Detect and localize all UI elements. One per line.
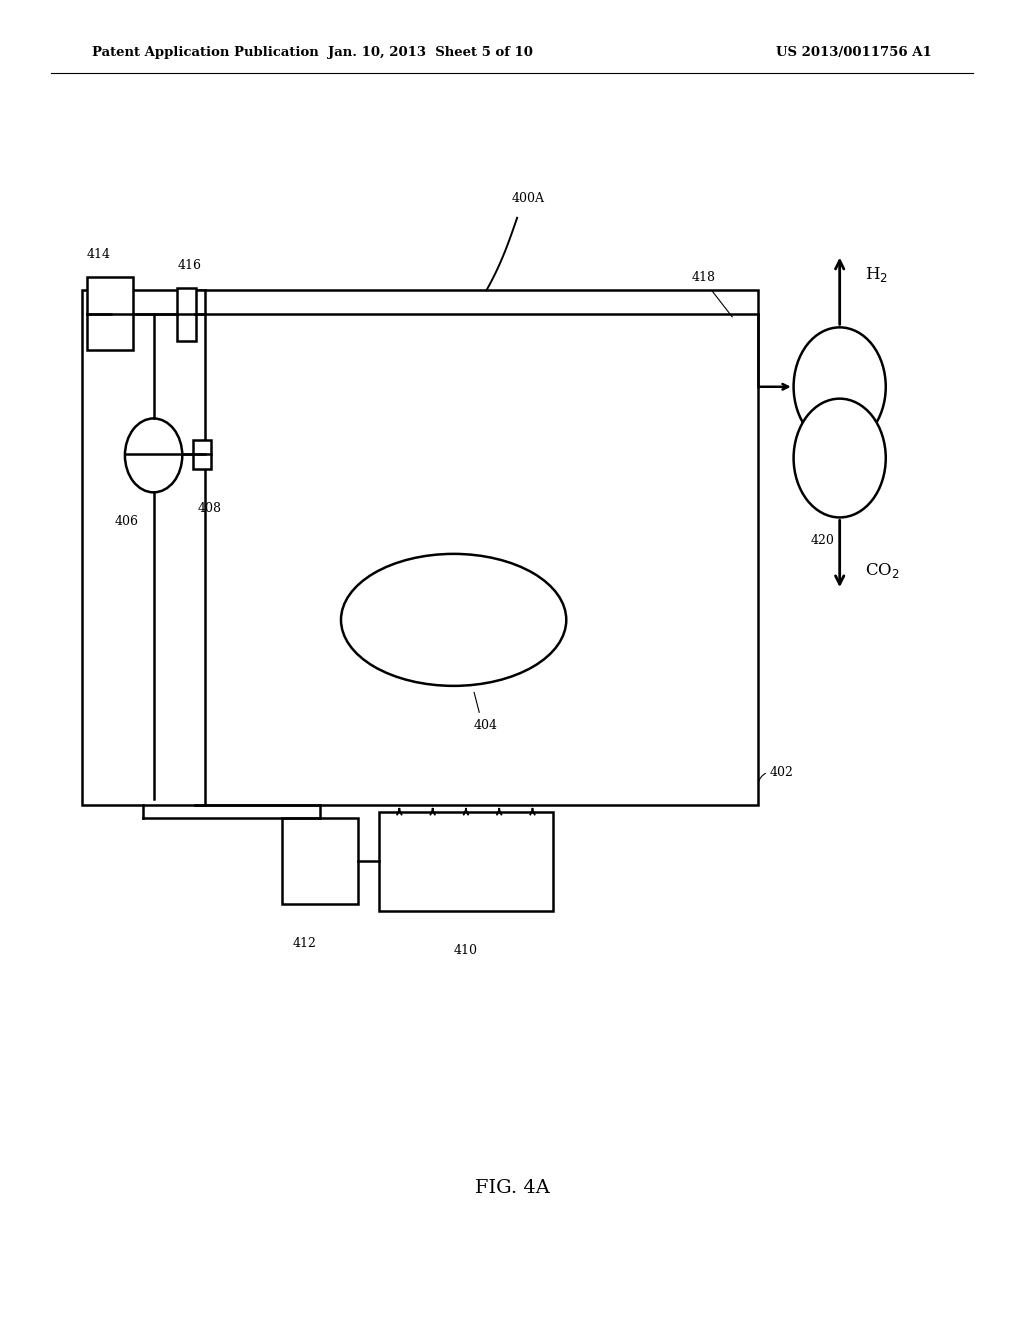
Circle shape xyxy=(794,327,886,446)
Circle shape xyxy=(794,399,886,517)
Text: 406: 406 xyxy=(115,515,138,528)
Bar xyxy=(379,812,553,911)
Text: Jan. 10, 2013  Sheet 5 of 10: Jan. 10, 2013 Sheet 5 of 10 xyxy=(328,46,532,59)
Text: 402: 402 xyxy=(770,766,794,779)
Text: 404: 404 xyxy=(474,719,498,731)
Text: 418: 418 xyxy=(691,271,715,284)
Bar xyxy=(195,290,758,805)
Bar xyxy=(177,288,196,341)
Circle shape xyxy=(125,418,182,492)
Text: 420: 420 xyxy=(811,533,835,546)
Text: Patent Application Publication: Patent Application Publication xyxy=(92,46,318,59)
Text: CO$_2$: CO$_2$ xyxy=(865,561,900,579)
Text: 416: 416 xyxy=(177,259,201,272)
Ellipse shape xyxy=(341,554,566,686)
Text: 412: 412 xyxy=(293,937,316,950)
Text: 414: 414 xyxy=(87,248,111,261)
Text: 410: 410 xyxy=(454,944,478,957)
Bar xyxy=(282,818,358,904)
Bar xyxy=(193,440,211,469)
Bar xyxy=(82,290,205,805)
Text: US 2013/0011756 A1: US 2013/0011756 A1 xyxy=(776,46,932,59)
Text: 408: 408 xyxy=(198,502,221,515)
Text: FIG. 4A: FIG. 4A xyxy=(474,1179,550,1197)
Bar xyxy=(87,277,133,350)
Text: H$_2$: H$_2$ xyxy=(865,265,888,284)
Text: 400A: 400A xyxy=(512,191,545,205)
